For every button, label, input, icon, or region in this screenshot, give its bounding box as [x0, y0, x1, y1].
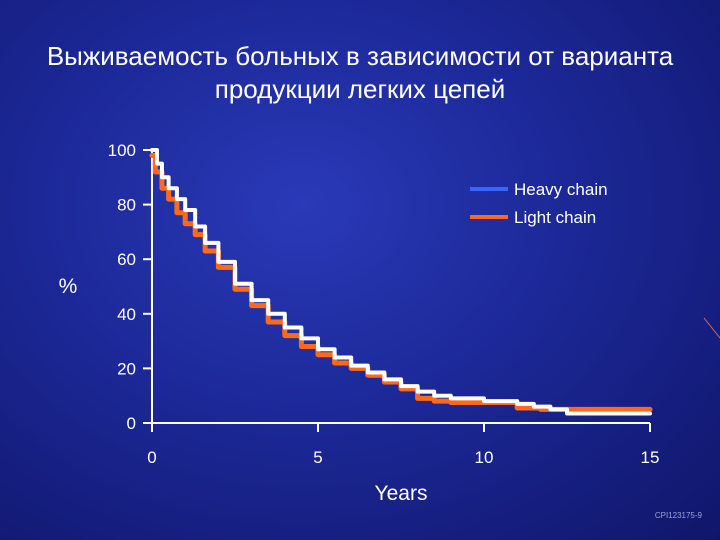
- x-tick-label: 0: [147, 448, 156, 467]
- y-tick-label: 0: [127, 414, 136, 433]
- slide-title-line-1: Выживаемость больных в зависимости от ва…: [46, 41, 674, 71]
- y-tick-label: 80: [117, 196, 136, 215]
- x-axis-label: Years: [375, 482, 428, 505]
- y-tick-label: 20: [117, 359, 136, 378]
- legend-label-heavy-chain: Heavy chain: [514, 180, 608, 199]
- chart-series: [149, 148, 653, 416]
- x-tick-label: 5: [313, 448, 322, 467]
- y-axis-label: %: [59, 275, 78, 298]
- y-tick-label: 100: [108, 141, 136, 160]
- slide-title-line-2: продукции легких цепей: [214, 74, 506, 104]
- x-tick-label: 10: [475, 448, 494, 467]
- series-line-light-chain: [149, 152, 653, 412]
- decorative-edge-line: [703, 317, 720, 339]
- slide-title: Выживаемость больных в зависимости от ва…: [0, 40, 720, 106]
- slide-footnote: CPI123175-9: [654, 511, 702, 520]
- legend-label-light-chain: Light chain: [514, 208, 596, 227]
- chart-legend: Heavy chain Light chain: [470, 180, 608, 227]
- series-line-heavy-chain: [150, 148, 652, 416]
- x-tick-label: 15: [641, 448, 660, 467]
- chart-axes: 0 20 40 60 80 100 0 5 10 15: [108, 141, 660, 467]
- y-tick-label: 40: [117, 305, 136, 324]
- y-tick-label: 60: [117, 250, 136, 269]
